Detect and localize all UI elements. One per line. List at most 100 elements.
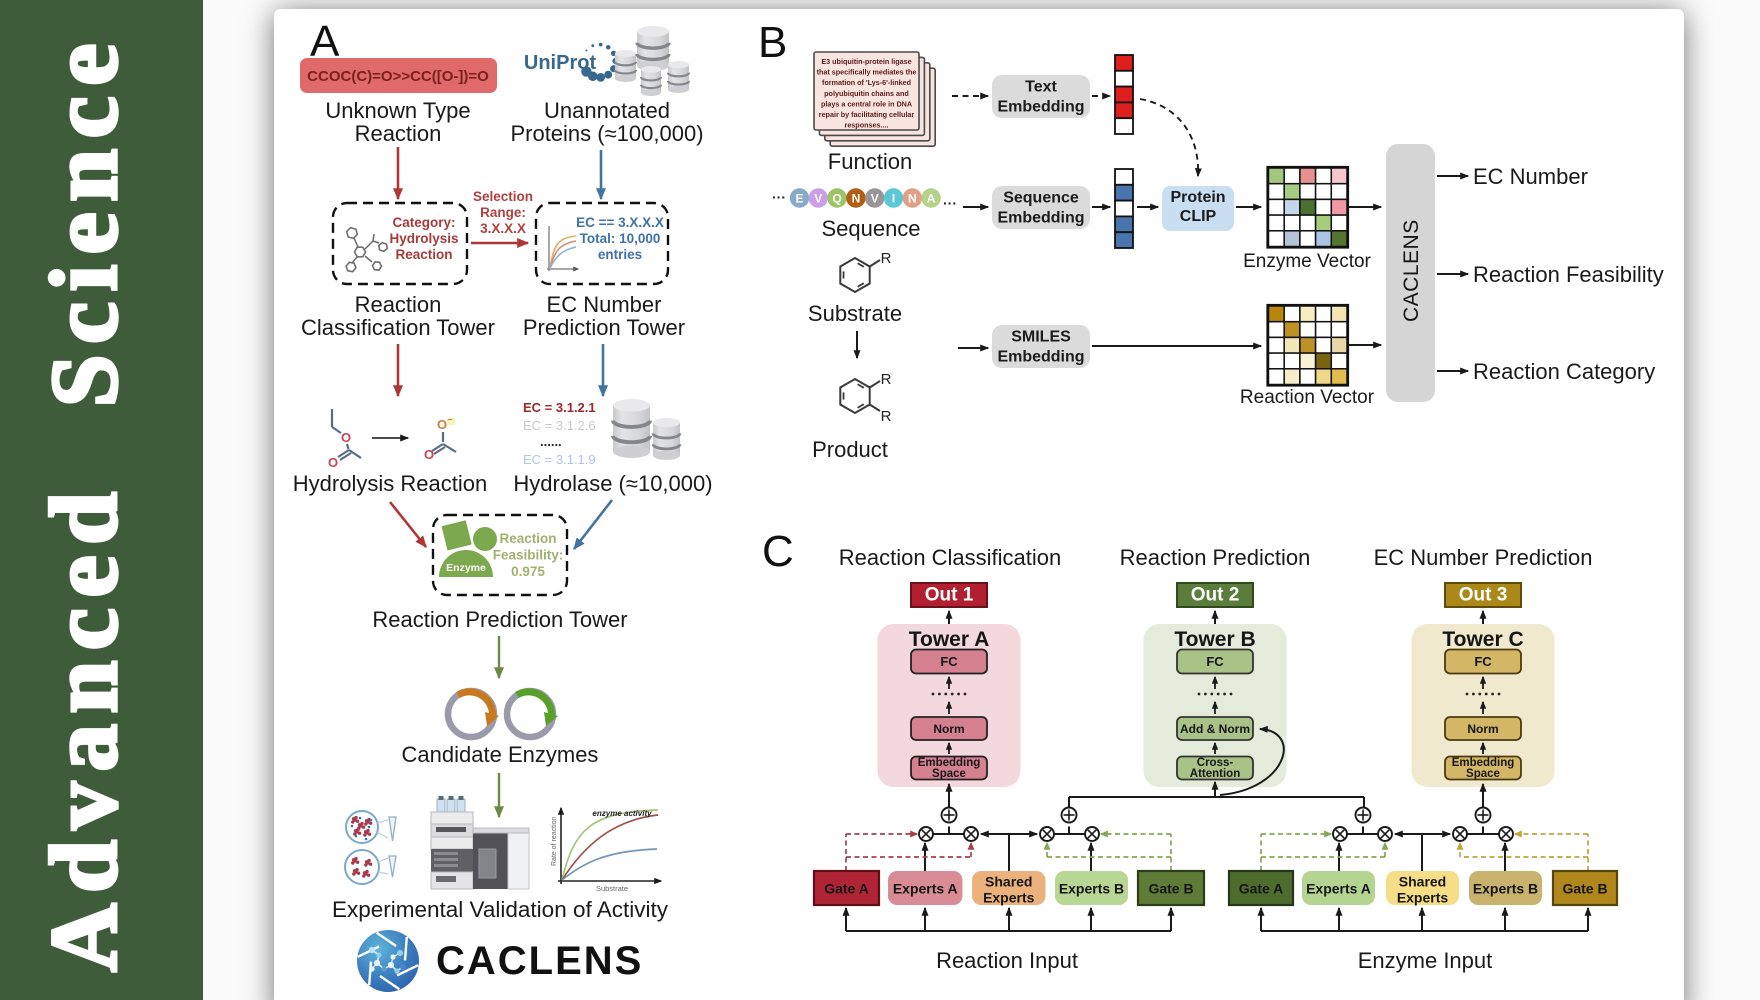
svg-text:plays a central role in DNA: plays a central role in DNA [821, 99, 912, 108]
svg-text:Substrate: Substrate [808, 301, 902, 326]
svg-text:Selection: Selection [473, 189, 533, 204]
svg-text:......: ...... [540, 434, 562, 449]
svg-text:EC == 3.X.X.X: EC == 3.X.X.X [576, 215, 664, 230]
svg-text:Add & Norm: Add & Norm [1180, 722, 1250, 736]
svg-text:O: O [341, 430, 351, 445]
svg-text:EC = 3.1.2.1: EC = 3.1.2.1 [523, 400, 596, 415]
svg-text:CACLENS: CACLENS [1400, 219, 1423, 322]
svg-text:Experts A: Experts A [893, 881, 958, 897]
svg-text:Tower A: Tower A [909, 628, 990, 651]
svg-text:Experts: Experts [983, 890, 1035, 906]
svg-text:Candidate Enzymes: Candidate Enzymes [402, 742, 599, 767]
svg-text:responses....: responses.... [845, 121, 889, 130]
svg-text:B: B [758, 18, 787, 67]
svg-text:CACLENS: CACLENS [436, 939, 643, 983]
svg-text:entries: entries [598, 247, 642, 262]
svg-text:Substrate: Substrate [596, 884, 628, 893]
svg-text:R: R [881, 371, 892, 388]
svg-text:0.975: 0.975 [511, 564, 545, 579]
svg-text:Text: Text [1025, 79, 1057, 96]
svg-text:Unannotated: Unannotated [544, 98, 670, 123]
svg-text:enzyme activity: enzyme activity [592, 809, 652, 818]
svg-text:Norm: Norm [933, 722, 964, 736]
svg-text:formation of 'Lys-6'-linked: formation of 'Lys-6'-linked [822, 78, 911, 87]
svg-text:Embedding: Embedding [997, 210, 1084, 227]
svg-text:Rate of reaction: Rate of reaction [551, 816, 558, 866]
svg-text:FC: FC [1206, 654, 1224, 669]
svg-text:polyubiquitin chains and: polyubiquitin chains and [824, 89, 909, 98]
svg-text:UniProt: UniProt [524, 52, 597, 74]
svg-text:Reaction Input: Reaction Input [936, 948, 1078, 973]
svg-text:Embedding: Embedding [1452, 757, 1515, 769]
svg-text:A: A [927, 192, 936, 206]
svg-text:EC Number: EC Number [547, 292, 662, 317]
svg-text:Reaction: Reaction [395, 247, 452, 262]
svg-text:Gate B: Gate B [1562, 881, 1607, 897]
svg-text:Hydrolysis Reaction: Hydrolysis Reaction [293, 471, 487, 496]
svg-text:Hydrolysis: Hydrolysis [389, 231, 458, 246]
svg-text:Gate A: Gate A [824, 881, 869, 897]
svg-text:Out 2: Out 2 [1191, 585, 1240, 606]
svg-text:Protein: Protein [1170, 189, 1225, 206]
svg-text:Reaction Vector: Reaction Vector [1240, 387, 1375, 408]
svg-text:Experts: Experts [1397, 890, 1449, 906]
svg-text:Experts B: Experts B [1473, 881, 1538, 897]
svg-text:R: R [881, 408, 892, 425]
svg-text:Gate B: Gate B [1148, 881, 1193, 897]
svg-text:Shared: Shared [1399, 874, 1446, 890]
svg-text:V: V [871, 192, 879, 206]
svg-text:Enzyme Vector: Enzyme Vector [1243, 251, 1371, 272]
svg-text:Prediction Tower: Prediction Tower [523, 315, 685, 340]
svg-text:N: N [852, 192, 861, 206]
svg-text:Proteins (≈100,000): Proteins (≈100,000) [510, 121, 703, 146]
svg-text:Total: 10,000: Total: 10,000 [580, 231, 661, 246]
svg-text:Unknown Type: Unknown Type [325, 98, 470, 123]
svg-text:Out 1: Out 1 [925, 585, 974, 606]
svg-text:Hydrolase (≈10,000): Hydrolase (≈10,000) [513, 471, 712, 496]
svg-text:Embedding: Embedding [997, 99, 1084, 116]
svg-text:Category:: Category: [392, 215, 455, 230]
svg-text:repair by facilitating cellula: repair by facilitating cellular [819, 110, 915, 119]
svg-text:EC = 3.1.1.9: EC = 3.1.1.9 [523, 452, 596, 467]
svg-text:Space: Space [1466, 768, 1500, 780]
svg-text:3.X.X.X: 3.X.X.X [480, 221, 526, 236]
svg-text:Function: Function [828, 149, 912, 174]
svg-text:EC Number: EC Number [1473, 164, 1588, 189]
svg-text:Embedding: Embedding [997, 349, 1084, 366]
svg-text:Experts A: Experts A [1306, 881, 1371, 897]
svg-text:Cross-: Cross- [1197, 757, 1234, 769]
svg-text:Tower B: Tower B [1174, 628, 1255, 651]
svg-text:Feasibility:: Feasibility: [493, 548, 564, 563]
svg-text:Experts B: Experts B [1059, 881, 1124, 897]
svg-text:Reaction: Reaction [355, 121, 442, 146]
svg-text:Sequence: Sequence [1003, 190, 1079, 207]
svg-text:···: ··· [772, 189, 786, 205]
svg-text:FC: FC [940, 654, 958, 669]
svg-text:Reaction: Reaction [499, 531, 556, 546]
svg-text:O: O [424, 447, 434, 462]
svg-text:Enzyme: Enzyme [446, 562, 486, 574]
svg-text:EC = 3.1.2.6: EC = 3.1.2.6 [523, 418, 596, 433]
svg-text:E: E [795, 192, 803, 206]
svg-text:Reaction: Reaction [355, 292, 442, 317]
svg-text:Reaction Prediction Tower: Reaction Prediction Tower [372, 607, 627, 632]
svg-text:Reaction Feasibility: Reaction Feasibility [1473, 262, 1664, 287]
svg-text:Experimental Validation of Act: Experimental Validation of Activity [332, 897, 669, 922]
svg-text:Norm: Norm [1467, 722, 1498, 736]
svg-text:–: – [447, 414, 452, 424]
svg-text:N: N [908, 192, 917, 206]
svg-text:Enzyme Input: Enzyme Input [1358, 948, 1493, 973]
svg-text:Space: Space [932, 768, 966, 780]
svg-text:O: O [437, 417, 447, 432]
svg-text:C: C [762, 527, 794, 576]
svg-text:Product: Product [812, 437, 888, 462]
svg-text:Advanced Science: Advanced Science [31, 33, 137, 972]
svg-text:I: I [892, 192, 895, 206]
svg-text:E3 ubiquitin-protein ligase: E3 ubiquitin-protein ligase [821, 57, 911, 66]
svg-text:Reaction Prediction: Reaction Prediction [1120, 545, 1311, 570]
svg-text:Tower C: Tower C [1442, 628, 1523, 651]
svg-text:SMILES: SMILES [1011, 329, 1071, 346]
svg-text:V: V [814, 192, 822, 206]
svg-text:FC: FC [1474, 654, 1492, 669]
svg-text:Range:: Range: [480, 205, 526, 220]
